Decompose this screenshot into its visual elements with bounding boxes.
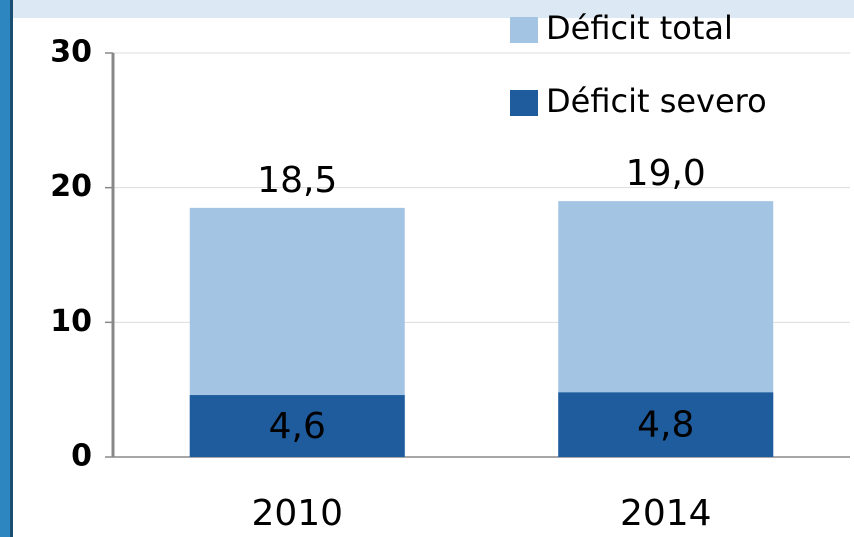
bar [558,392,774,457]
legend-swatch [510,17,538,43]
y-tick-label: 10 [50,304,92,339]
data-label: 4,8 [637,405,694,446]
top-band [0,0,854,18]
legend-swatch [510,90,538,116]
y-tick-label: 30 [50,35,92,70]
legend-label: Déficit severo [546,82,767,120]
data-label: 18,5 [257,160,337,201]
y-tick-label: 20 [50,169,92,204]
left-strip-edge [10,0,13,537]
x-tick-label: 2010 [251,493,343,534]
bar [189,395,405,457]
legend-label: Déficit total [546,9,733,47]
y-tick-label: 0 [71,439,92,474]
data-label: 4,6 [269,406,326,447]
x-tick-label: 2014 [620,493,712,534]
left-strip [0,0,10,537]
data-label: 19,0 [626,153,706,194]
